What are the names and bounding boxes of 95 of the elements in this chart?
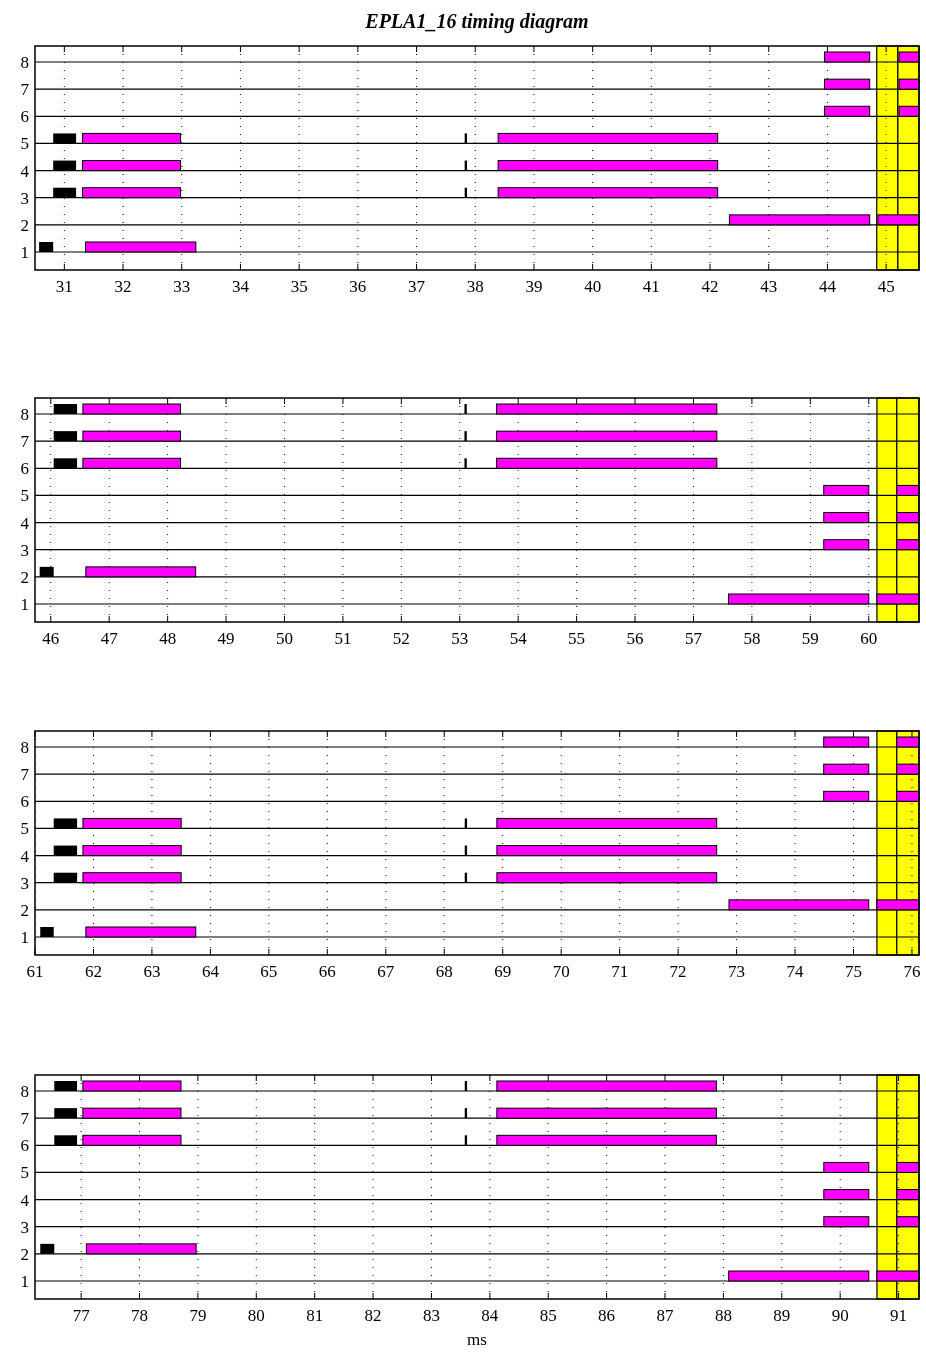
y-tick-label: 6	[20, 107, 29, 127]
x-tick-label: 39	[525, 277, 543, 296]
x-tick-label: 59	[801, 629, 819, 648]
x-tick-label: 36	[349, 277, 367, 296]
y-tick-label: 4	[20, 1190, 30, 1210]
x-tick-label: 56	[626, 629, 644, 648]
y-tick-label: 5	[20, 1163, 29, 1183]
x-tick-label: 90	[831, 1306, 849, 1325]
x-tick-label: 51	[334, 629, 352, 648]
chart-title: EPLA1_16 timing diagram	[364, 10, 589, 33]
x-tick-label: 86	[598, 1306, 616, 1325]
x-tick-label: 73	[728, 962, 746, 981]
y-tick-label: 4	[20, 513, 30, 533]
y-tick-label: 5	[20, 486, 29, 506]
y-tick-label: 4	[20, 161, 30, 181]
x-tick-label: 75	[845, 962, 863, 981]
x-tick-label: 52	[392, 629, 410, 648]
x-tick-label: 57	[684, 629, 703, 648]
y-tick-label: 8	[20, 1082, 29, 1101]
x-tick-label: 80	[247, 1306, 265, 1325]
y-tick-label: 3	[20, 873, 29, 893]
x-tick-label: 85	[539, 1306, 557, 1325]
y-tick-label: 7	[20, 1109, 30, 1129]
x-tick-label: 53	[451, 629, 469, 648]
x-tick-label: 84	[481, 1306, 499, 1325]
y-tick-label: 1	[20, 928, 29, 947]
x-tick-label: 34	[231, 277, 250, 296]
x-tick-label: 65	[260, 962, 278, 981]
x-tick-label: 60	[860, 629, 878, 648]
x-tick-label: 79	[189, 1306, 207, 1325]
x-axis-title: ms	[467, 1330, 487, 1349]
x-tick-label: 43	[760, 277, 778, 296]
y-tick-label: 8	[20, 53, 29, 72]
y-tick-label: 2	[20, 900, 29, 920]
y-tick-label: 1	[20, 595, 29, 614]
y-tick-label: 4	[20, 846, 30, 866]
y-tick-label: 6	[20, 1136, 29, 1156]
x-tick-label: 89	[773, 1306, 791, 1325]
y-tick-label: 3	[20, 1217, 29, 1237]
y-tick-label: 2	[20, 215, 29, 235]
x-tick-label: 87	[656, 1306, 675, 1325]
y-tick-label: 1	[20, 1272, 29, 1291]
y-tick-label: 2	[20, 567, 29, 587]
x-tick-label: 47	[100, 629, 119, 648]
x-tick-label: 62	[84, 962, 102, 981]
x-tick-label: 64	[201, 962, 220, 981]
y-tick-label: 7	[20, 765, 30, 785]
x-tick-label: 41	[642, 277, 660, 296]
x-tick-label: 83	[422, 1306, 440, 1325]
x-tick-label: 50	[275, 629, 293, 648]
x-tick-label: 69	[494, 962, 512, 981]
x-tick-label: 71	[611, 962, 629, 981]
x-tick-label: 40	[584, 277, 602, 296]
x-tick-label: 49	[217, 629, 235, 648]
x-tick-label: 66	[318, 962, 336, 981]
x-tick-label: 81	[306, 1306, 324, 1325]
x-tick-label: 46	[42, 629, 60, 648]
y-tick-label: 8	[20, 405, 29, 424]
y-tick-label: 7	[20, 80, 30, 100]
x-tick-label: 88	[714, 1306, 732, 1325]
x-tick-label: 67	[377, 962, 395, 981]
x-tick-label: 44	[818, 277, 837, 296]
x-tick-label: 33	[173, 277, 191, 296]
y-tick-label: 5	[20, 134, 29, 154]
x-tick-label: 35	[290, 277, 308, 296]
x-tick-label: 72	[669, 962, 687, 981]
x-tick-label: 42	[701, 277, 719, 296]
x-tick-label: 82	[364, 1306, 382, 1325]
x-tick-label: 76	[903, 962, 921, 981]
x-tick-label: 78	[131, 1306, 149, 1325]
x-tick-label: 55	[568, 629, 586, 648]
x-tick-label: 45	[877, 277, 895, 296]
y-tick-label: 3	[20, 540, 29, 560]
y-tick-label: 5	[20, 819, 29, 839]
x-tick-label: 32	[114, 277, 132, 296]
x-tick-label: 38	[466, 277, 484, 296]
y-tick-label: 7	[20, 432, 30, 452]
x-tick-label: 63	[143, 962, 161, 981]
x-tick-label: 61	[26, 962, 44, 981]
x-tick-label: 70	[552, 962, 570, 981]
y-tick-label: 6	[20, 459, 29, 479]
y-tick-label: 6	[20, 792, 29, 812]
x-tick-label: 54	[509, 629, 528, 648]
x-tick-label: 91	[890, 1306, 908, 1325]
x-tick-label: 31	[55, 277, 73, 296]
y-tick-label: 8	[20, 738, 29, 757]
y-tick-label: 3	[20, 188, 29, 208]
x-tick-label: 48	[159, 629, 177, 648]
x-tick-label: 74	[786, 962, 805, 981]
x-tick-label: 58	[743, 629, 761, 648]
x-tick-label: 37	[408, 277, 426, 296]
x-tick-label: 68	[435, 962, 453, 981]
y-tick-label: 2	[20, 1244, 29, 1264]
x-tick-label: 77	[72, 1306, 91, 1325]
y-tick-label: 1	[20, 243, 29, 262]
